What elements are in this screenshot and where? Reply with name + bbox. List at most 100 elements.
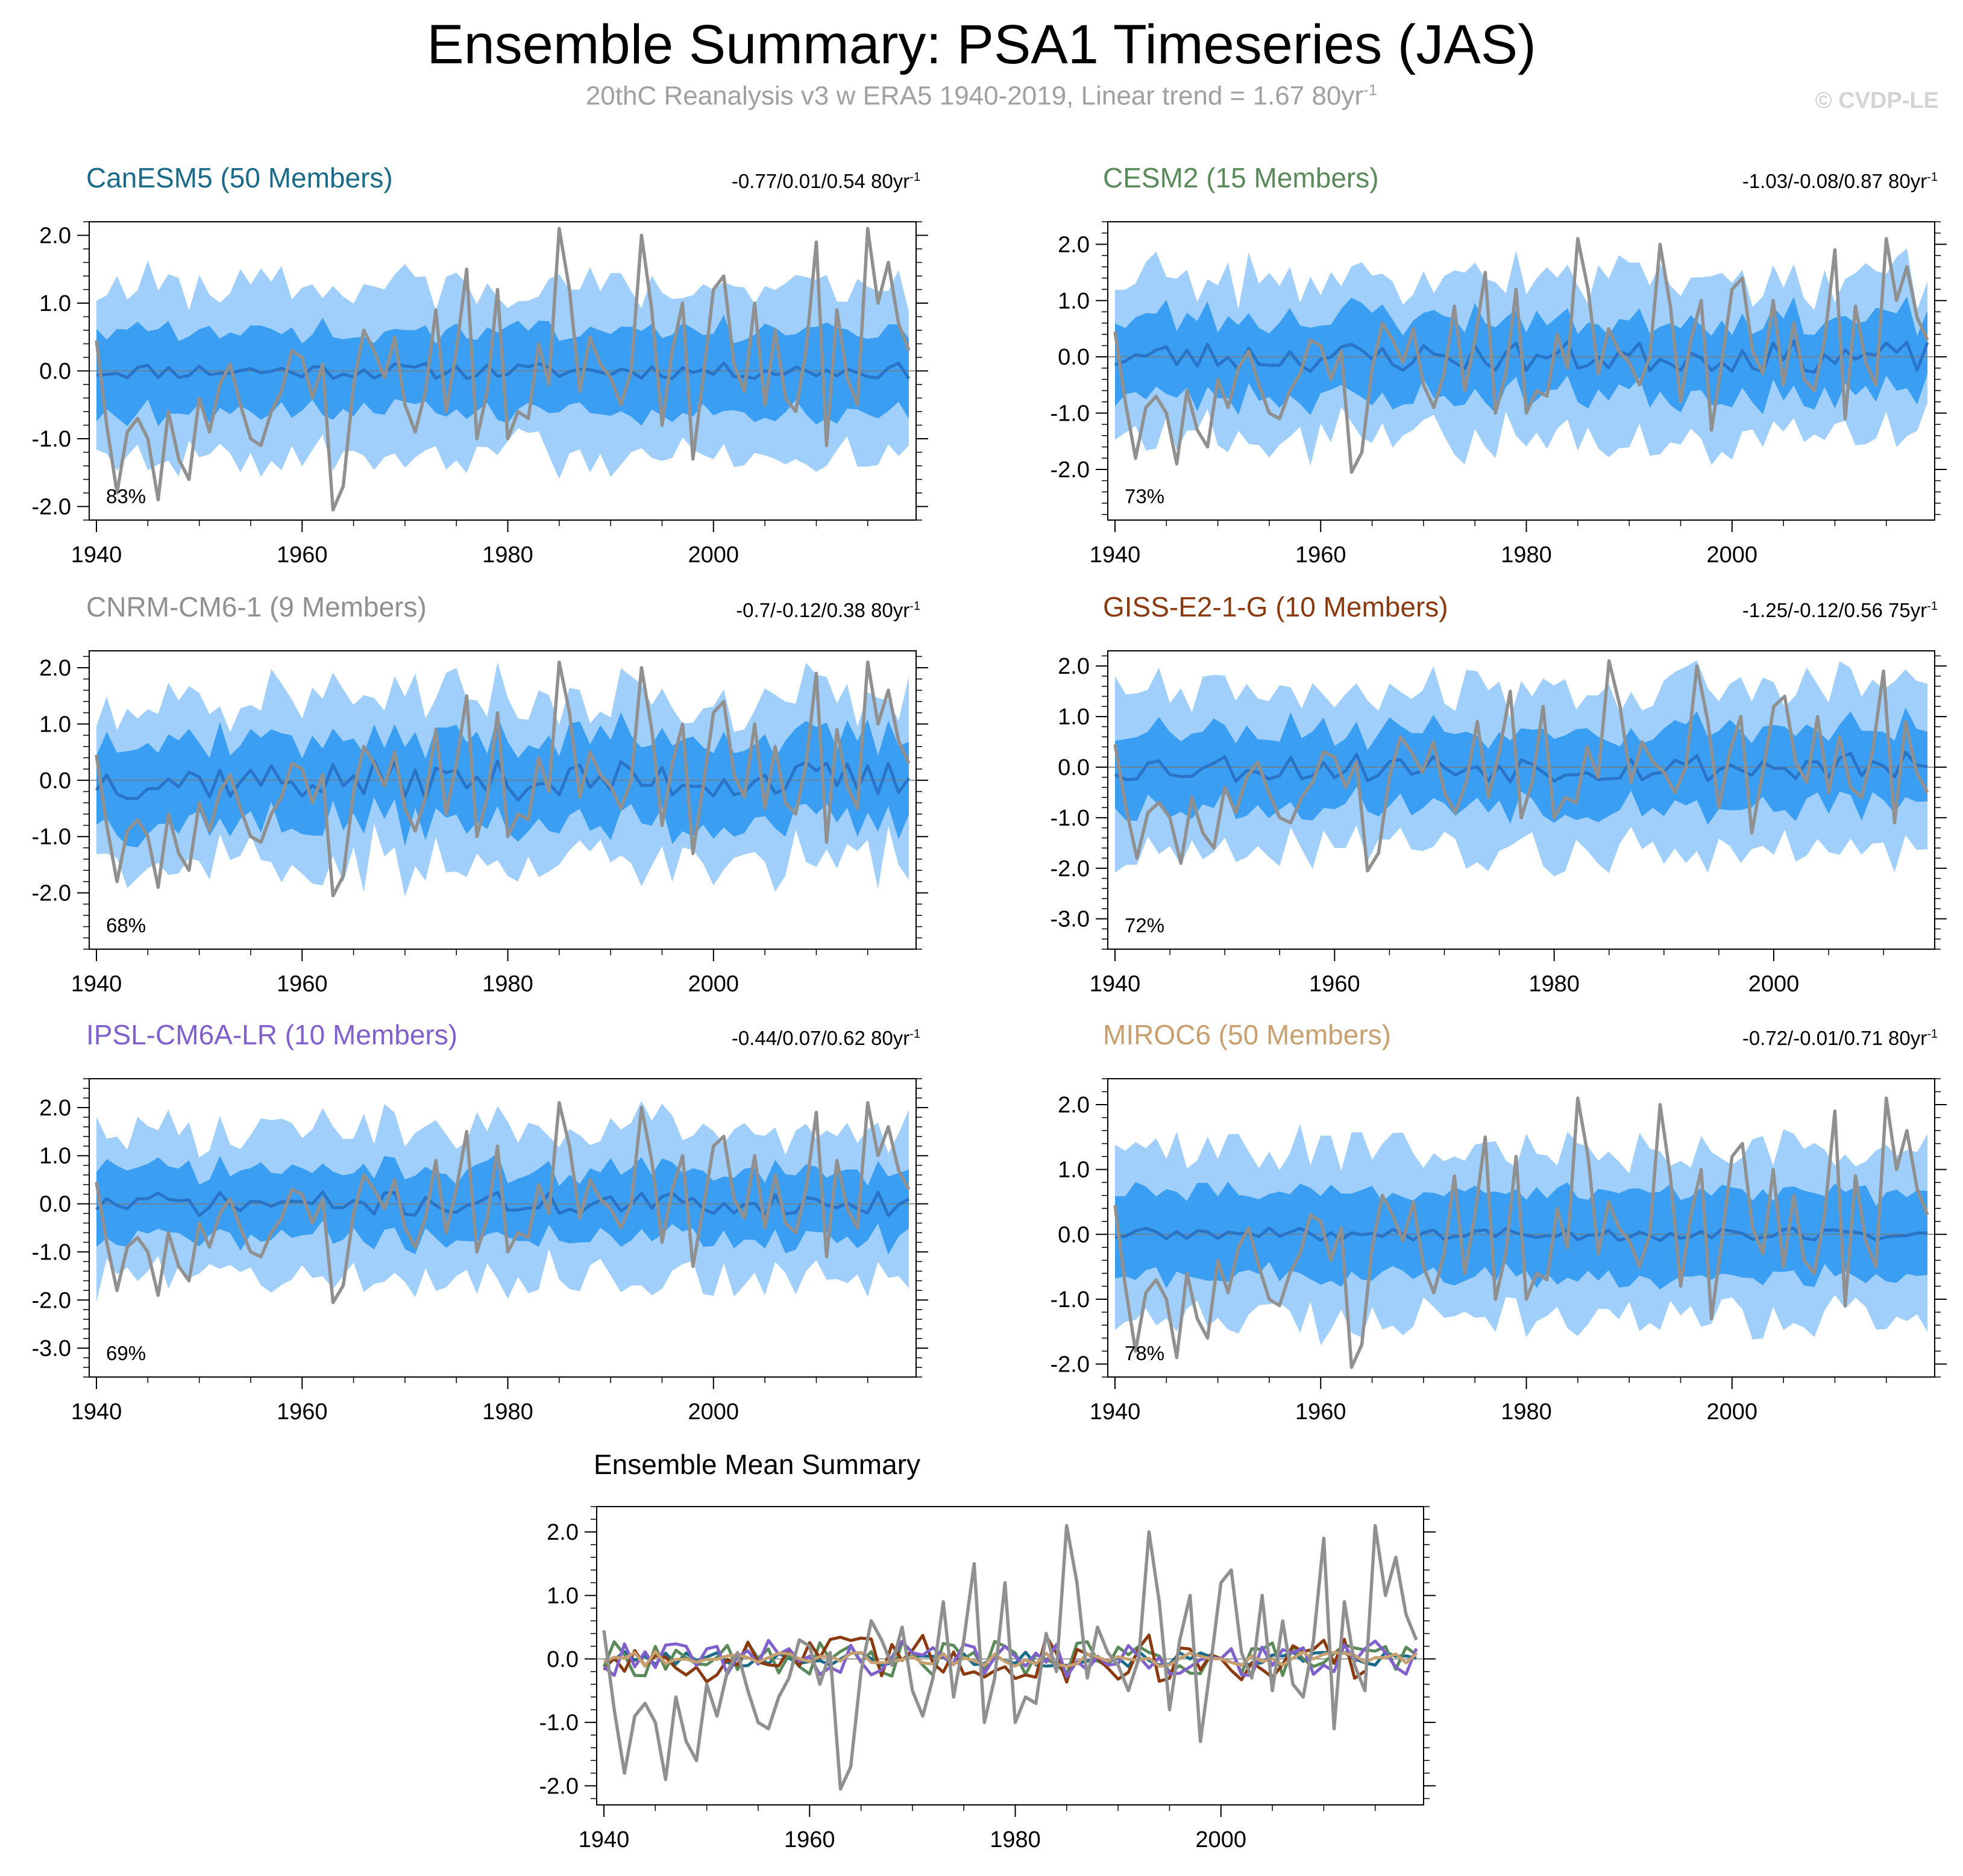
stats-superscript: -1 — [909, 171, 920, 184]
y-tick-label: -1.0 — [1051, 401, 1090, 427]
y-tick-label: 0.0 — [39, 1192, 71, 1217]
panel-stats-cnrm: -0.7/-0.12/0.38 80yr-1 — [736, 599, 920, 622]
stats-superscript: -1 — [1927, 600, 1938, 613]
panel-title-ensemble-mean: Ensemble Mean Summary — [594, 1449, 920, 1480]
y-tick-label: -3.0 — [1051, 907, 1090, 932]
y-tick-label: 2.0 — [1058, 232, 1090, 257]
panel-stats-giss: -1.25/-0.12/0.56 75yr-1 — [1742, 599, 1938, 622]
plot-frame — [1107, 221, 1935, 521]
x-tick-label: 2000 — [1748, 971, 1800, 997]
figure-title: Ensemble Summary: PSA1 Timeseries (JAS) — [427, 14, 1536, 75]
plot-frame — [596, 1506, 1424, 1805]
y-tick-label: 2.0 — [39, 656, 71, 681]
y-tick-label: 2.0 — [39, 1096, 71, 1121]
y-tick-label: -2.0 — [1051, 856, 1090, 882]
x-tick-label: 2000 — [1707, 1399, 1758, 1425]
stats-text: -0.72/-0.01/0.71 80yr — [1742, 1027, 1927, 1049]
plot-frame — [89, 650, 917, 950]
panel-stats-miroc6: -0.72/-0.01/0.71 80yr-1 — [1742, 1027, 1938, 1050]
observed-series-line — [95, 1101, 911, 1305]
x-tick-label: 1960 — [1309, 971, 1360, 997]
observed-series-line — [95, 660, 911, 898]
y-tick-label: -1.0 — [1051, 806, 1090, 831]
plot-frame — [89, 1078, 917, 1378]
stats-superscript: -1 — [1927, 171, 1938, 184]
x-tick-label: 1940 — [579, 1827, 630, 1852]
panel-stats-ipsl: -0.44/0.07/0.62 80yr-1 — [732, 1027, 920, 1050]
stats-text: -0.44/0.07/0.62 80yr — [731, 1027, 910, 1049]
x-tick-label: 1980 — [990, 1827, 1041, 1852]
y-tick-label: -2.0 — [1051, 1352, 1090, 1377]
plot-area — [89, 1100, 916, 1305]
panel-title-ipsl: IPSL-CM6A-LR (10 Members) — [86, 1019, 458, 1050]
y-tick-label: 2.0 — [1058, 654, 1090, 679]
x-tick-label: 1940 — [71, 971, 122, 997]
y-tick-label: 2.0 — [547, 1520, 579, 1545]
plot-ensmean: 2.0 1.0 0.0 -1.0 -2.0 1940 1960 1980 2000 — [539, 1506, 1436, 1852]
x-tick-label: 1940 — [1090, 542, 1141, 568]
panel-title-giss: GISS-E2-1-G (10 Members) — [1103, 591, 1448, 623]
percent-annotation: 83% — [106, 485, 146, 507]
stats-superscript: -1 — [1927, 1027, 1938, 1041]
y-tick-label: 1.0 — [39, 1144, 71, 1169]
percent-annotation: 72% — [1125, 914, 1164, 936]
y-tick-label: -2.0 — [1051, 457, 1090, 483]
y-tick-label: 0.0 — [39, 359, 71, 384]
x-tick-label: 2000 — [688, 542, 740, 568]
panel-stats-cesm2: -1.03/-0.08/0.87 80yr-1 — [1742, 170, 1938, 193]
stats-text: -1.03/-0.08/0.87 80yr — [1742, 170, 1927, 192]
y-tick-label: -1.0 — [32, 427, 71, 452]
y-tick-label: -2.0 — [539, 1774, 579, 1799]
y-tick-label: 1.0 — [1058, 289, 1090, 314]
plot-frame — [1107, 1078, 1935, 1378]
plot-ipsl: 2.0 1.0 0.0 -1.0 -2.0 -3.0 1940 1960 1980 2000 69% — [32, 1078, 928, 1425]
x-tick-label: 1980 — [1501, 542, 1552, 568]
x-tick-label: 1980 — [482, 971, 533, 997]
percent-annotation: 68% — [106, 914, 146, 936]
x-tick-label: 1960 — [277, 971, 328, 997]
x-tick-label: 1980 — [482, 542, 533, 568]
plot-area — [89, 660, 916, 898]
percent-annotation: 78% — [1125, 1342, 1164, 1364]
stats-text: -0.77/0.01/0.54 80yr — [731, 170, 910, 192]
panel-title-cnrm: CNRM-CM6-1 (9 Members) — [86, 591, 427, 623]
x-tick-label: 1980 — [1528, 971, 1580, 997]
x-tick-label: 1980 — [482, 1399, 533, 1425]
y-tick-label: 1.0 — [547, 1583, 579, 1608]
y-tick-label: -1.0 — [32, 824, 71, 850]
x-tick-label: 1960 — [784, 1827, 835, 1852]
plot-area — [1108, 1096, 1935, 1369]
plot-frame — [1107, 650, 1935, 950]
x-tick-label: 1960 — [1295, 1399, 1346, 1425]
y-tick-label: -2.0 — [32, 495, 71, 520]
figure-subtitle: 20thC Reanalysis v3 w ERA5 1940-2019, Li… — [0, 81, 1963, 111]
y-tick-label: 1.0 — [39, 712, 71, 737]
x-tick-label: 1980 — [1501, 1399, 1552, 1425]
y-tick-label: 2.0 — [1058, 1093, 1090, 1118]
y-tick-label: 0.0 — [1058, 1222, 1090, 1247]
x-tick-label: 1940 — [1090, 1399, 1141, 1425]
y-tick-label: -1.0 — [32, 1240, 71, 1265]
x-tick-label: 2000 — [1196, 1827, 1247, 1852]
observed-series-line — [1113, 659, 1929, 873]
plot-cesm2: 2.0 1.0 0.0 -1.0 -2.0 1940 1960 1980 2000 73% — [1051, 221, 1947, 568]
stats-text: -1.25/-0.12/0.56 75yr — [1742, 599, 1927, 621]
y-tick-label: 2.0 — [39, 224, 71, 249]
observed-series-line — [602, 1523, 1418, 1791]
percent-annotation: 69% — [106, 1342, 146, 1364]
x-tick-label: 1940 — [71, 1399, 122, 1425]
stats-superscript: -1 — [909, 600, 920, 613]
stats-superscript: -1 — [909, 1027, 920, 1041]
copyright-label: © CVDP-LE — [1815, 88, 1939, 113]
y-tick-label: 0.0 — [39, 768, 71, 794]
y-tick-label: 0.0 — [1058, 755, 1090, 780]
x-tick-label: 1960 — [277, 542, 328, 568]
y-tick-label: -1.0 — [1051, 1287, 1090, 1313]
subtitle-superscript: -1 — [1363, 81, 1378, 99]
y-tick-label: -2.0 — [32, 1288, 71, 1313]
plot-cnrm: 2.0 1.0 0.0 -1.0 -2.0 1940 1960 1980 2000 68% — [32, 650, 928, 997]
x-tick-label: 2000 — [1707, 542, 1758, 568]
x-tick-label: 1960 — [1295, 542, 1346, 568]
